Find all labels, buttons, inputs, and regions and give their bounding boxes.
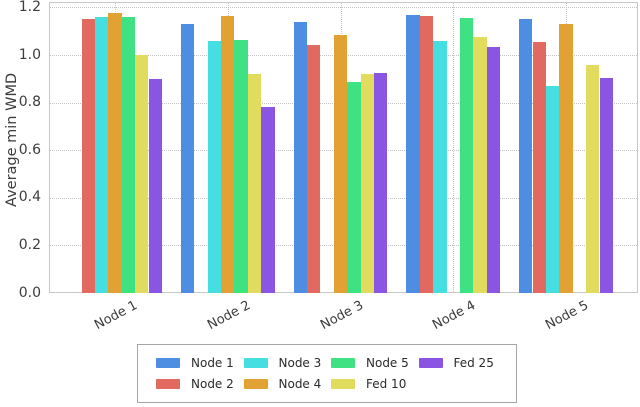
bar [307, 45, 321, 293]
bar [121, 16, 136, 293]
y-axis-label: Average min WMD [4, 72, 20, 207]
bar [486, 46, 501, 293]
legend-label: Node 5 [366, 355, 409, 370]
legend-item: Fed 25 [418, 355, 507, 370]
bar [333, 34, 348, 293]
bar [360, 74, 374, 293]
bar [135, 55, 149, 293]
bar [433, 40, 447, 293]
bar [180, 24, 195, 293]
vertical-gridline [453, 3, 455, 292]
horizontal-gridline [50, 7, 637, 9]
legend-item: Fed 10 [331, 378, 419, 390]
y-tick-label: 0.0 [18, 284, 41, 301]
y-tick-label: 0.2 [18, 236, 41, 253]
legend: Node 1 Node 2 Node 3 Node 4 Node 5 Fed 10 Fed … [137, 344, 517, 403]
bar [519, 19, 533, 293]
legend-item: Node 3 [243, 355, 332, 370]
y-tick-label: 1.0 [18, 46, 41, 63]
bar [247, 74, 262, 293]
legend-label: Fed 25 [453, 355, 494, 370]
bar [406, 14, 420, 293]
bar [234, 39, 248, 293]
legend-label: Fed 10 [366, 377, 407, 392]
x-tick-label: Node 4 [430, 298, 479, 334]
bar [261, 107, 275, 293]
bar [148, 78, 162, 293]
x-tick-label: Node 5 [543, 298, 592, 334]
bar [293, 21, 307, 293]
legend-item: Node 4 [243, 377, 332, 392]
bar [374, 72, 388, 293]
legend-label: Node 4 [278, 377, 322, 392]
bar [347, 82, 361, 293]
legend-swatch-icon [331, 357, 355, 368]
bar [545, 85, 560, 293]
y-tick-label: 0.8 [18, 94, 41, 111]
bar [108, 13, 122, 293]
x-tick-label: Node 1 [92, 298, 141, 334]
legend-label: Node 2 [191, 377, 234, 392]
bar [459, 18, 474, 293]
bar [419, 15, 434, 293]
y-tick-label: 0.6 [18, 141, 41, 158]
bar [207, 40, 222, 293]
legend-item: Node 1 [156, 357, 244, 369]
bar [221, 15, 235, 293]
x-tick-label: Node 2 [204, 298, 253, 334]
legend-swatch-icon [418, 357, 443, 368]
bar [559, 24, 573, 293]
y-tick-label: 1.2 [18, 0, 41, 15]
legend-label: Node 1 [191, 355, 234, 370]
legend-swatch-icon [156, 357, 180, 368]
bar [532, 41, 546, 293]
bar [94, 16, 109, 293]
legend-item: Node 5 [331, 357, 419, 369]
x-tick-label: Node 3 [317, 298, 366, 334]
legend-label: Node 3 [278, 355, 322, 370]
bar [586, 64, 600, 293]
legend-swatch-icon [243, 379, 268, 390]
legend-swatch-icon [243, 357, 268, 368]
bar [599, 77, 613, 293]
bar [81, 19, 95, 293]
legend-swatch-icon [331, 379, 355, 390]
bar [473, 37, 487, 293]
y-tick-label: 0.4 [18, 189, 41, 206]
legend-swatch-icon [156, 379, 180, 390]
legend-item: Node 2 [156, 378, 244, 390]
